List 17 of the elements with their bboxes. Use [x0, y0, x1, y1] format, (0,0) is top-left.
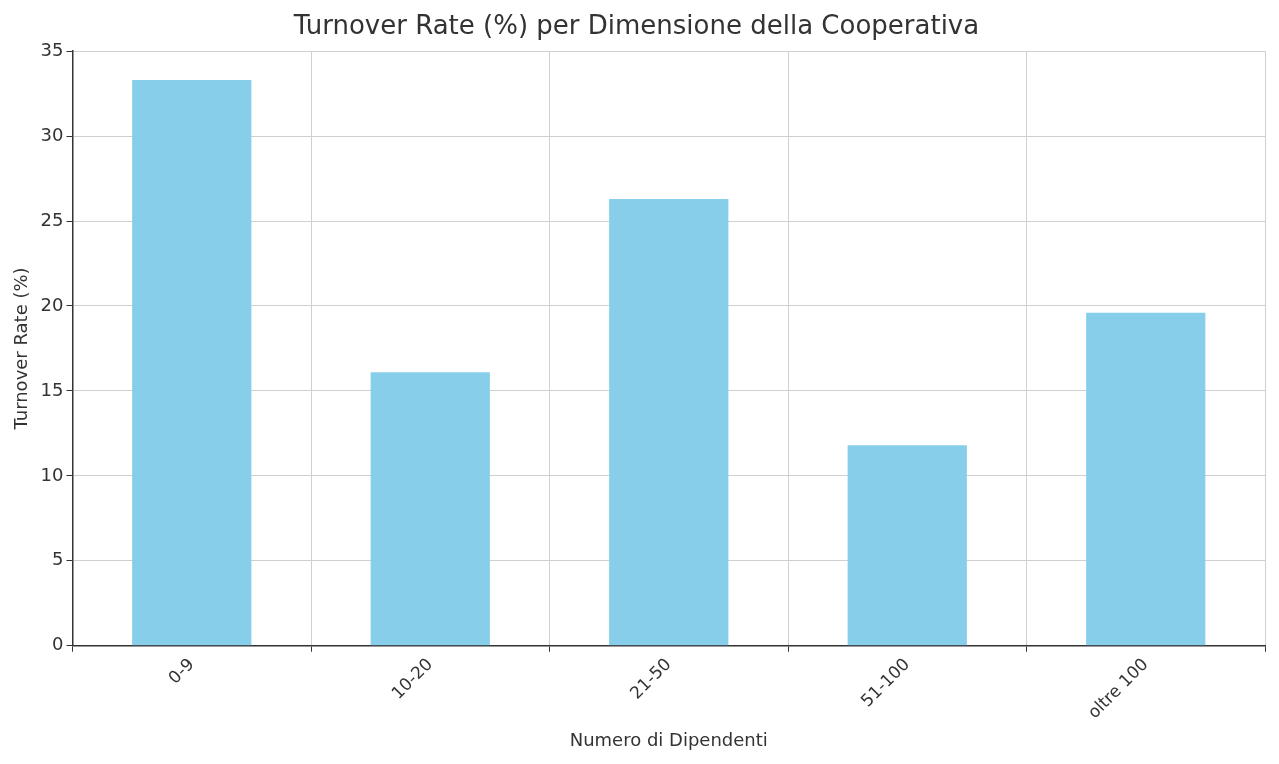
x-tick-label: 0-9: [163, 653, 198, 688]
y-tick-label: 20: [40, 293, 64, 315]
bar: [1086, 312, 1206, 646]
y-tick-label: 0: [52, 633, 64, 655]
y-tick-label: 35: [40, 38, 64, 60]
y-tick-label: 5: [52, 548, 64, 570]
bar: [370, 372, 490, 646]
x-axis-title: Numero di Dipendenti: [569, 728, 768, 750]
y-tick-label: 10: [40, 463, 64, 485]
y-tick-label: 30: [40, 123, 64, 145]
y-tick-label: 15: [40, 378, 64, 400]
bar: [847, 445, 967, 646]
y-tick-label: 25: [40, 208, 64, 230]
chart-title: Turnover Rate (%) per Dimensione della Cooperativa: [292, 10, 980, 41]
bar: [609, 198, 729, 646]
bar: [132, 80, 252, 646]
y-axis-title: Turnover Rate (%): [10, 267, 32, 431]
